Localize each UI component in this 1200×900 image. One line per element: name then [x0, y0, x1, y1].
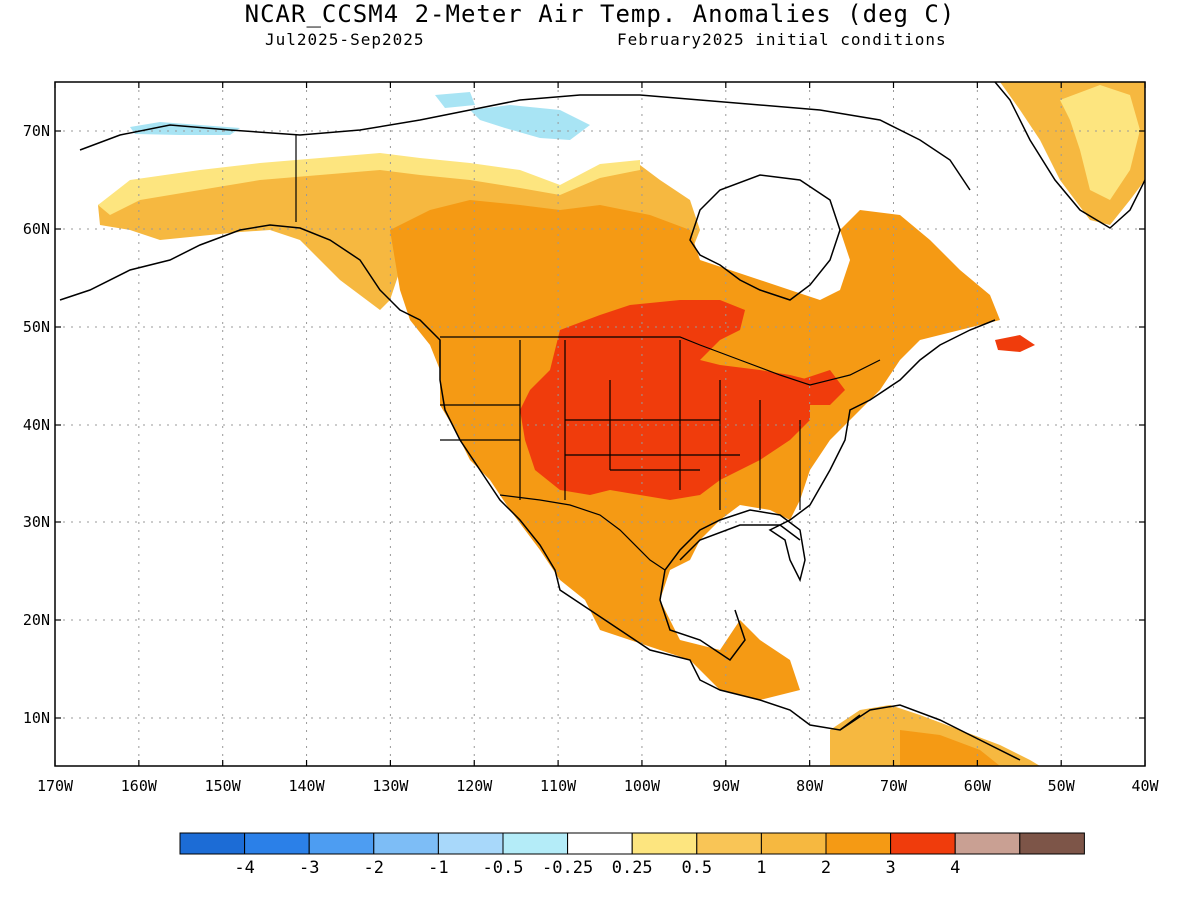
legend-swatch [631, 832, 698, 855]
lon-label: 140W [288, 777, 325, 795]
legend-label: -3 [299, 858, 319, 878]
lon-label: 90W [712, 777, 740, 795]
forecast-period: Jul2025-Sep2025 [265, 30, 425, 49]
legend-swatch [954, 832, 1021, 855]
lat-label: 20N [23, 611, 50, 629]
initial-conditions: February2025 initial conditions [617, 30, 947, 49]
legend-label: 0.25 [612, 858, 653, 878]
longitude-axis: 170W 160W 150W 140W 130W 120W 110W 100W 90W 80W 70… [37, 82, 1160, 795]
coastline-arctic [79, 94, 971, 191]
coastlines [59, 82, 1145, 761]
anomaly-region-greenland-cool [1060, 85, 1140, 200]
legend-swatch [567, 832, 633, 855]
lat-label: 40N [23, 416, 50, 434]
lon-label: 110W [540, 777, 577, 795]
legend-label: 4 [950, 858, 960, 878]
anomaly-fill-layer [98, 82, 1145, 766]
lon-label: 60W [964, 777, 992, 795]
lat-label: 30N [23, 513, 50, 531]
color-legend: -4 -3 -2 -1 -0.5 -0.25 0.25 0.5 1 2 3 4 [179, 832, 1085, 878]
legend-label: -0.5 [483, 858, 524, 878]
lat-label: 50N [23, 318, 50, 336]
anomaly-region-arctic-fringe [98, 153, 640, 215]
anomaly-region-central-us-hot [520, 300, 810, 500]
legend-swatch [437, 832, 504, 855]
lon-label: 150W [205, 777, 242, 795]
political-borders [295, 135, 881, 571]
legend-label: -2 [364, 858, 384, 878]
anomaly-region-south-america-core [900, 730, 1000, 766]
anomaly-region-arctic-cool-3 [435, 92, 475, 108]
border-us-states [440, 340, 801, 510]
lon-label: 40W [1132, 777, 1160, 795]
legend-swatch [373, 832, 439, 855]
coastline-north-america [59, 224, 996, 731]
legend-swatch [1019, 832, 1085, 855]
legend-label: -0.25 [542, 858, 593, 878]
legend-label: 1 [756, 858, 766, 878]
coastline-hudson-bay [689, 174, 841, 301]
lon-label: 170W [37, 777, 74, 795]
border-us-mexico [499, 494, 666, 571]
anomaly-region-arctic-cool-2 [130, 122, 240, 135]
lon-label: 80W [796, 777, 824, 795]
coastline-south-america [839, 704, 1021, 761]
lon-label: 100W [624, 777, 661, 795]
legend-swatch [308, 832, 375, 855]
legend-swatch [179, 832, 246, 855]
legend-label: -1 [428, 858, 448, 878]
legend-swatch [760, 832, 827, 855]
border-us-canada [440, 336, 881, 386]
coastline-greenland [994, 82, 1145, 229]
legend-label: 2 [821, 858, 831, 878]
legend-label: 3 [885, 858, 895, 878]
map-title: NCAR_CCSM4 2-Meter Air Temp. Anomalies (… [244, 0, 956, 28]
lat-label: 10N [23, 709, 50, 727]
lon-label: 130W [372, 777, 409, 795]
legend-swatch [825, 832, 892, 855]
lon-label: 160W [121, 777, 158, 795]
anomaly-region-newfoundland-hot [995, 335, 1035, 352]
lon-label: 70W [880, 777, 908, 795]
legend-label: -4 [234, 858, 254, 878]
lon-label: 50W [1048, 777, 1076, 795]
graticule [55, 82, 1145, 766]
lat-label: 60N [23, 220, 50, 238]
latitude-axis: 70N 60N 50N 40N 30N 20N 10N [23, 122, 1145, 727]
legend-swatch [696, 832, 762, 855]
legend-swatch [502, 832, 569, 855]
plot-frame [54, 81, 1146, 767]
lat-label: 70N [23, 122, 50, 140]
legend-swatch [890, 832, 956, 855]
coastline-gulf-of-mexico [679, 524, 801, 561]
legend-swatch [244, 832, 310, 855]
legend-label: 0.5 [681, 858, 712, 878]
lon-label: 120W [456, 777, 493, 795]
